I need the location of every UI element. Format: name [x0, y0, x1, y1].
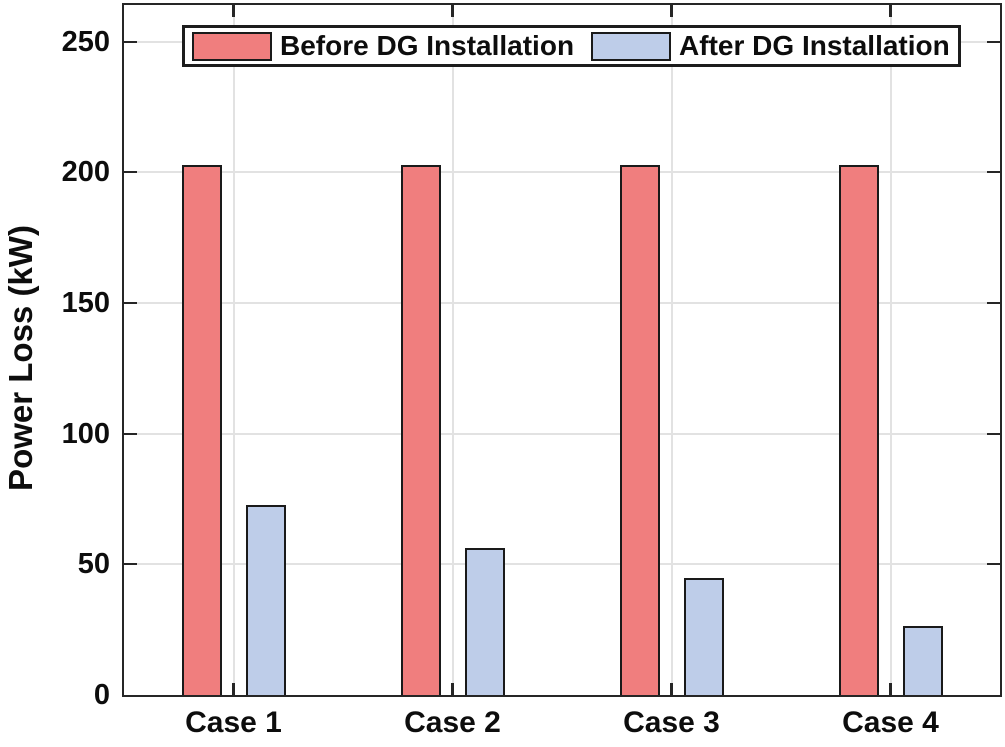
- y-tick-mark-right-100: [987, 432, 1000, 435]
- x-tick-mark-top-case-1: [232, 5, 235, 17]
- bar-after-dg-case-2: [464, 548, 505, 695]
- bar-after-dg-case-1: [245, 505, 286, 695]
- y-tick-mark-left-200: [124, 171, 137, 174]
- legend: Before DG Installation After DG Installa…: [182, 25, 961, 67]
- gridline-x-case-4: [889, 5, 892, 695]
- bar-before-dg-case-3: [619, 165, 660, 695]
- x-tick-label-case-4: Case 4: [842, 706, 939, 739]
- bar-before-dg-case-1: [181, 165, 222, 695]
- x-tick-mark-bottom-case-1: [232, 683, 235, 695]
- legend-swatch-before-dg: [192, 31, 272, 61]
- y-tick-label-100: 100: [61, 417, 110, 450]
- legend-label-before-dg: Before DG Installation: [280, 30, 575, 61]
- legend-item-before-dg: Before DG Installation: [192, 30, 574, 62]
- y-tick-mark-left-100: [124, 432, 137, 435]
- y-tick-mark-right-200: [987, 171, 1000, 174]
- x-tick-mark-top-case-3: [670, 5, 673, 17]
- bar-before-dg-case-4: [838, 165, 879, 695]
- y-tick-mark-right-250: [987, 40, 1000, 43]
- gridline-y-50: [124, 563, 1000, 566]
- y-tick-label-200: 200: [61, 156, 110, 189]
- legend-item-after-dg: After DG Installation: [591, 30, 950, 62]
- y-tick-label-150: 150: [61, 286, 110, 319]
- y-tick-mark-left-250: [124, 40, 137, 43]
- gridline-x-case-2: [451, 5, 454, 695]
- y-tick-mark-left-150: [124, 301, 137, 304]
- plot-area: [122, 3, 1002, 697]
- bar-after-dg-case-3: [683, 578, 724, 695]
- gridline-x-case-1: [232, 5, 235, 695]
- y-tick-label-50: 50: [77, 548, 110, 581]
- y-tick-mark-right-50: [987, 563, 1000, 566]
- gridline-y-150: [124, 301, 1000, 304]
- y-tick-label-0: 0: [93, 679, 110, 711]
- x-tick-mark-bottom-case-4: [889, 683, 892, 695]
- y-tick-mark-left-50: [124, 563, 137, 566]
- x-tick-mark-top-case-2: [451, 5, 454, 17]
- x-tick-mark-bottom-case-2: [451, 683, 454, 695]
- x-tick-label-case-2: Case 2: [404, 706, 501, 739]
- y-axis-title: Power Loss (kW): [2, 225, 39, 491]
- x-tick-mark-top-case-4: [889, 5, 892, 17]
- legend-swatch-after-dg: [591, 31, 672, 61]
- y-tick-mark-right-150: [987, 301, 1000, 304]
- x-tick-mark-bottom-case-3: [670, 683, 673, 695]
- x-tick-label-case-3: Case 3: [623, 706, 720, 739]
- gridline-y-100: [124, 432, 1000, 435]
- x-tick-label-case-1: Case 1: [185, 706, 282, 739]
- bar-after-dg-case-4: [902, 626, 943, 695]
- y-tick-label-250: 250: [61, 25, 110, 58]
- bar-before-dg-case-2: [400, 165, 441, 695]
- gridline-x-case-3: [670, 5, 673, 695]
- legend-label-after-dg: After DG Installation: [679, 30, 950, 61]
- gridline-y-200: [124, 171, 1000, 174]
